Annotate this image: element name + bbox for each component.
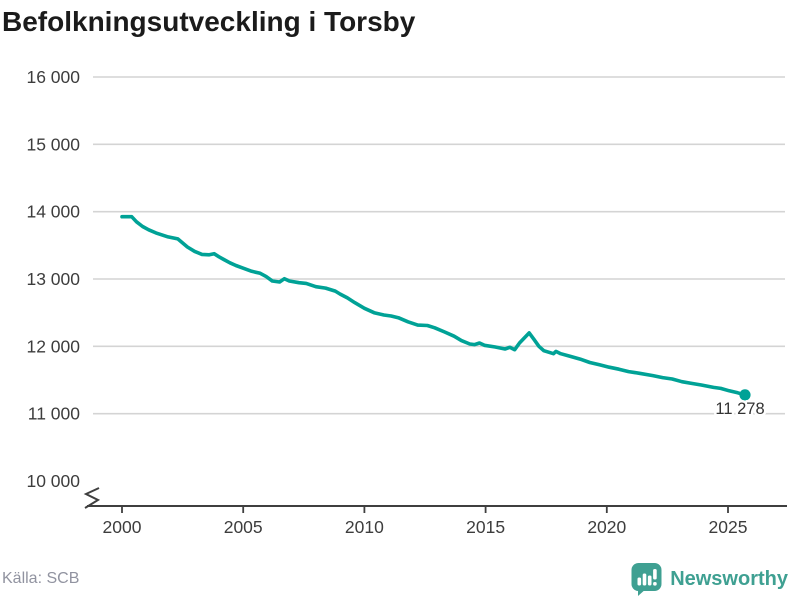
- y-tick-label: 13 000: [26, 269, 80, 289]
- endpoint-value-label: 11 278: [715, 400, 764, 418]
- source-label: Källa: SCB: [2, 570, 80, 587]
- x-tick-label: 2005: [224, 517, 263, 537]
- y-tick-label: 15 000: [26, 134, 80, 154]
- y-tick-label: 11 000: [28, 404, 80, 424]
- newsworthy-logo: Newsworthy: [631, 562, 788, 597]
- x-tick-label: 2025: [709, 517, 748, 537]
- x-tick-label: 2020: [587, 517, 626, 537]
- footer: Källa: SCB Newsworthy: [0, 558, 788, 600]
- x-tick-label: 2000: [103, 517, 142, 537]
- axis-break-icon: [83, 487, 101, 509]
- population-line: [120, 214, 747, 397]
- newsworthy-wordmark: Newsworthy: [670, 567, 788, 590]
- newsworthy-bar-chart-bubble-icon: [631, 562, 662, 596]
- x-tick-label: 2015: [466, 517, 505, 537]
- y-tick-label: 14 000: [26, 202, 80, 222]
- y-tick-label: 16 000: [26, 67, 80, 87]
- y-tick-label: 10 000: [26, 471, 80, 491]
- chart-title: Befolkningsutveckling i Torsby: [2, 6, 416, 37]
- endpoint-marker: [739, 389, 751, 401]
- x-tick-label: 2010: [345, 517, 384, 537]
- y-tick-label: 12 000: [26, 336, 80, 356]
